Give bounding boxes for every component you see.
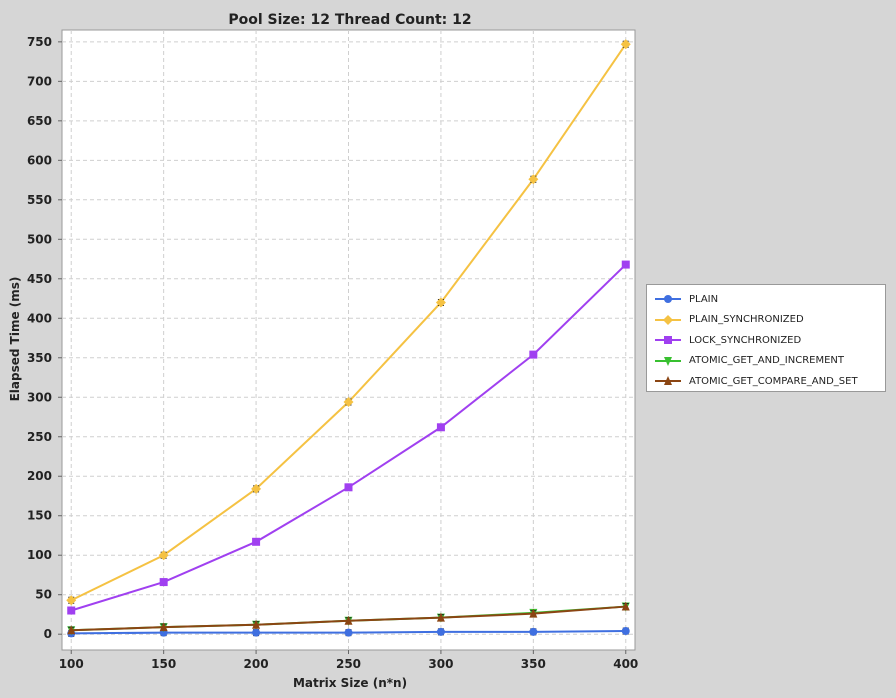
data-point [67, 606, 76, 615]
data-point [621, 260, 630, 269]
legend-swatch-marker [664, 336, 672, 345]
data-point [344, 615, 353, 625]
y-tick-label: 150 [27, 509, 52, 523]
legend-swatch-marker [664, 356, 672, 366]
y-axis-label: Elapsed Time (ms) [8, 277, 22, 402]
data-point [67, 625, 76, 635]
legend-swatch-marker [664, 295, 672, 304]
y-tick-label: 250 [27, 430, 52, 444]
legend-swatch [655, 376, 681, 386]
data-point [621, 627, 630, 636]
series-plain-synchronized [66, 39, 631, 606]
data-point [344, 628, 353, 637]
y-tick-label: 50 [35, 588, 52, 602]
x-tick-label: 350 [521, 657, 546, 671]
legend-swatch-marker [664, 376, 672, 386]
data-point [252, 537, 261, 546]
y-tick-label: 200 [27, 469, 52, 483]
data-point [436, 423, 445, 432]
grid [62, 30, 635, 650]
y-tick-label: 300 [27, 390, 52, 404]
x-tick-label: 400 [613, 657, 638, 671]
x-tick-label: 100 [59, 657, 84, 671]
legend-swatch [655, 295, 681, 304]
series-lock-synchronized [67, 260, 630, 615]
legend-label: ATOMIC_GET_AND_INCREMENT [689, 355, 845, 367]
x-axis-label: Matrix Size (n*n) [293, 676, 407, 690]
y-tick-label: 100 [27, 548, 52, 562]
legend-swatch [655, 336, 681, 345]
legend-item: PLAIN_SYNCHRONIZED [647, 310, 885, 331]
series-atomic-get-compare-and-set [67, 601, 630, 635]
y-tick-label: 500 [27, 232, 52, 246]
y-tick-label: 450 [27, 272, 52, 286]
data-point [343, 397, 354, 407]
legend-item: ATOMIC_GET_COMPARE_AND_SET [647, 371, 885, 392]
legend-item: PLAIN [647, 289, 885, 310]
data-point [159, 622, 168, 632]
data-point [436, 627, 445, 636]
series-plain [67, 627, 630, 638]
y-tick-label: 700 [27, 74, 52, 88]
axes: 0 50 100 150 200 250 300 350 400 450 500 550 600 650 7… [27, 35, 638, 671]
x-tick-label: 200 [244, 657, 269, 671]
legend-label: PLAIN [689, 293, 719, 305]
data-point [436, 612, 445, 622]
data-point [529, 627, 538, 636]
data-point [159, 578, 168, 587]
data-point [344, 483, 353, 492]
data-point [621, 601, 630, 611]
y-tick-label: 600 [27, 153, 52, 167]
chart-title: Pool Size: 12 Thread Count: 12 [228, 12, 471, 28]
data-point [529, 608, 538, 618]
y-tick-label: 0 [44, 627, 52, 641]
x-tick-label: 150 [151, 657, 176, 671]
legend-swatch-marker [663, 314, 673, 325]
data-point [66, 595, 77, 606]
legend-swatch [655, 356, 681, 366]
legend-label: LOCK_SYNCHRONIZED [689, 334, 802, 346]
data-point [529, 350, 538, 359]
legend-label: PLAIN_SYNCHRONIZED [689, 314, 804, 326]
legend-label: ATOMIC_GET_COMPARE_AND_SET [689, 375, 858, 387]
y-tick-label: 350 [27, 351, 52, 365]
legend-item: LOCK_SYNCHRONIZED [647, 330, 885, 351]
data-point [252, 628, 261, 637]
y-tick-label: 650 [27, 114, 52, 128]
data-point [620, 39, 631, 50]
series-layer [66, 39, 631, 638]
data-point [158, 550, 169, 561]
data-point [528, 174, 539, 185]
legend: PLAIN PLAIN_SYNCHRONIZED LOCK_SYNCHRONIZED… [646, 284, 886, 392]
y-tick-label: 750 [27, 35, 52, 49]
data-point [252, 619, 261, 629]
y-tick-label: 550 [27, 193, 52, 207]
data-point [251, 483, 262, 494]
y-tick-label: 400 [27, 311, 52, 325]
data-point [435, 297, 446, 308]
x-tick-label: 300 [428, 657, 453, 671]
legend-item: ATOMIC_GET_AND_INCREMENT [647, 351, 885, 372]
x-tick-label: 250 [336, 657, 361, 671]
legend-swatch [655, 314, 681, 325]
